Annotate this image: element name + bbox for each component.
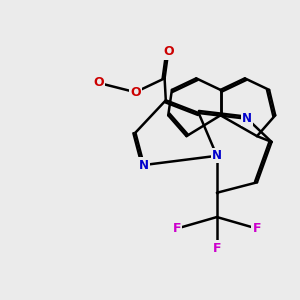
Text: O: O [130,86,141,99]
Text: N: N [242,112,252,125]
Text: O: O [94,76,104,89]
Text: N: N [212,149,222,162]
Text: F: F [172,222,181,235]
Text: O: O [163,45,174,58]
Text: F: F [213,242,221,255]
Text: F: F [253,222,261,235]
Text: N: N [139,158,149,172]
